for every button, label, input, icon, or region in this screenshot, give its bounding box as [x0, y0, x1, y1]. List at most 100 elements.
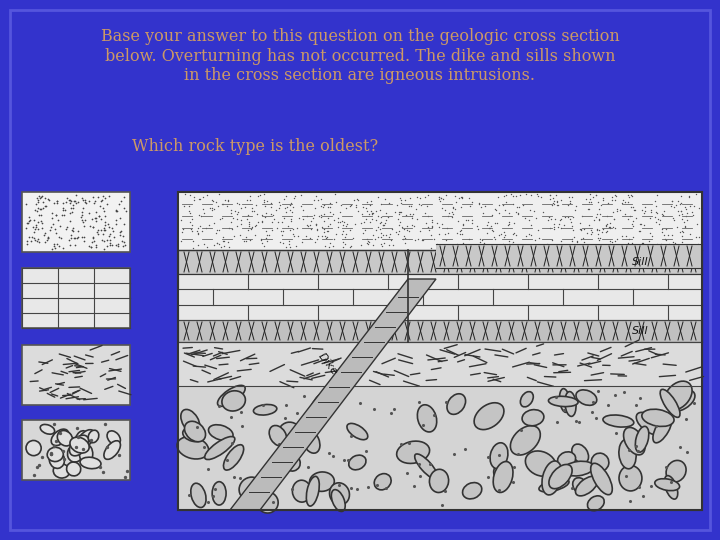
Point: [677, 227, 688, 236]
Point: [610, 192, 621, 200]
Point: [480, 202, 491, 211]
Point: [604, 222, 616, 231]
Point: [50, 228, 62, 237]
Point: [565, 217, 577, 226]
Point: [645, 208, 657, 217]
Point: [645, 206, 657, 215]
Point: [423, 191, 434, 199]
Point: [626, 191, 637, 199]
Point: [382, 213, 393, 221]
Point: [109, 233, 120, 241]
Point: [328, 215, 340, 224]
Point: [606, 193, 618, 201]
Point: [482, 472, 493, 481]
Point: [185, 209, 197, 218]
Point: [586, 230, 598, 238]
Point: [456, 193, 468, 201]
Point: [45, 449, 57, 458]
Point: [368, 404, 379, 413]
Point: [258, 213, 270, 221]
Ellipse shape: [66, 462, 81, 476]
Point: [274, 440, 285, 448]
Point: [644, 213, 656, 222]
Point: [301, 221, 312, 230]
Point: [546, 215, 557, 224]
Point: [555, 215, 567, 224]
Point: [271, 206, 282, 214]
Point: [392, 214, 403, 223]
Point: [197, 205, 209, 213]
Point: [380, 484, 392, 492]
Ellipse shape: [80, 457, 101, 469]
Point: [380, 215, 392, 224]
Point: [422, 201, 433, 210]
Point: [677, 215, 688, 224]
Point: [422, 212, 433, 220]
Point: [323, 226, 334, 235]
Ellipse shape: [191, 483, 206, 508]
Point: [512, 450, 523, 458]
Point: [292, 231, 303, 240]
Point: [450, 198, 462, 206]
Point: [593, 204, 605, 213]
Point: [44, 226, 55, 234]
Point: [50, 437, 62, 445]
Point: [380, 231, 392, 239]
Bar: [178, 192, 702, 250]
Point: [595, 200, 607, 209]
Point: [688, 242, 699, 251]
Point: [361, 207, 373, 215]
Ellipse shape: [68, 444, 84, 462]
Bar: [22, 345, 130, 405]
Point: [440, 206, 451, 215]
Point: [65, 241, 76, 249]
Point: [493, 200, 505, 209]
Point: [510, 192, 522, 200]
Point: [508, 218, 519, 227]
Ellipse shape: [212, 482, 226, 505]
Point: [228, 473, 240, 482]
Point: [119, 241, 130, 249]
Point: [406, 212, 418, 220]
Ellipse shape: [624, 427, 645, 455]
Point: [46, 208, 58, 217]
Point: [339, 386, 351, 394]
Point: [652, 191, 663, 200]
Point: [683, 193, 695, 201]
Point: [456, 226, 467, 235]
Point: [175, 237, 186, 245]
Point: [376, 218, 387, 226]
Point: [56, 211, 68, 220]
Point: [505, 190, 516, 199]
Ellipse shape: [104, 441, 120, 460]
Point: [260, 234, 271, 242]
Point: [263, 230, 274, 239]
Point: [51, 240, 63, 248]
Point: [378, 220, 390, 229]
Point: [677, 238, 688, 247]
Point: [107, 226, 118, 235]
Point: [383, 241, 395, 249]
Point: [28, 471, 40, 480]
Point: [32, 198, 44, 206]
Point: [449, 450, 460, 458]
Point: [45, 222, 57, 231]
Point: [677, 226, 688, 235]
Point: [29, 206, 40, 215]
Point: [489, 205, 500, 214]
Point: [32, 204, 44, 212]
Point: [441, 240, 453, 249]
Point: [387, 225, 398, 233]
Point: [366, 209, 377, 218]
Point: [207, 196, 218, 205]
Point: [41, 235, 53, 244]
Point: [257, 486, 269, 495]
Point: [636, 239, 647, 247]
Point: [202, 464, 214, 473]
Ellipse shape: [565, 392, 576, 416]
Point: [414, 472, 426, 481]
Point: [486, 225, 498, 234]
Point: [211, 239, 222, 247]
Ellipse shape: [347, 423, 368, 440]
Bar: [22, 192, 130, 252]
